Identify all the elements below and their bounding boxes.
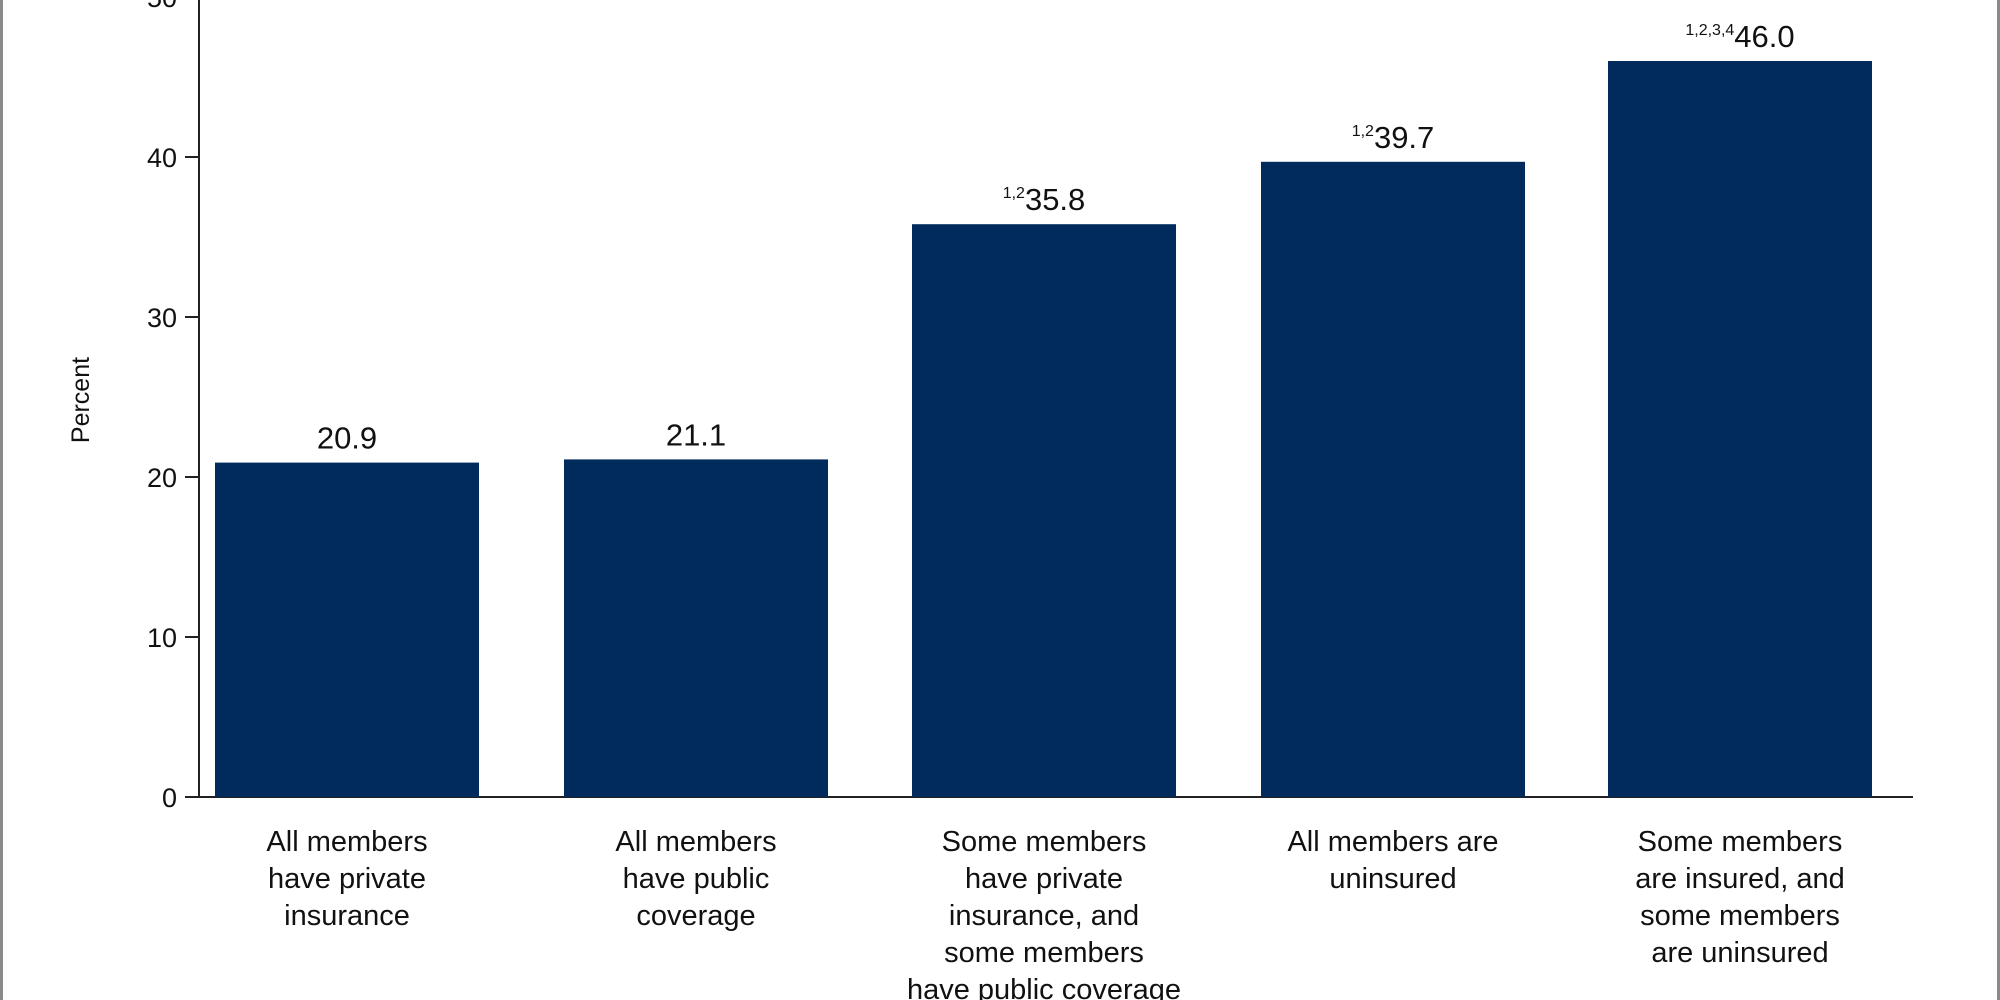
data-label: 20.9 bbox=[317, 421, 377, 456]
y-tick-label: 40 bbox=[147, 143, 177, 173]
x-category-label: Some members have private insurance, and so… bbox=[907, 826, 1181, 1000]
y-tick-label: 10 bbox=[147, 623, 177, 653]
x-category-label: All members have private insurance bbox=[266, 826, 427, 932]
data-label: 1,2,3,446.0 bbox=[1685, 19, 1794, 54]
data-label: 1,239.7 bbox=[1352, 120, 1435, 155]
bar bbox=[215, 462, 479, 797]
bar bbox=[1261, 161, 1525, 798]
y-tick-label: 50 bbox=[147, 0, 177, 13]
bar bbox=[912, 224, 1176, 797]
bar bbox=[1608, 61, 1872, 797]
y-tick-label: 0 bbox=[162, 783, 177, 813]
bars bbox=[215, 61, 1872, 798]
x-category-label: All members have public coverage bbox=[615, 826, 776, 932]
x-category-label: Some members are insured, and some members… bbox=[1635, 826, 1845, 969]
y-tick-label: 20 bbox=[147, 463, 177, 493]
data-label-footnote: 1,2 bbox=[1352, 123, 1374, 140]
y-axis-label: Percent bbox=[67, 357, 95, 443]
data-label-footnote: 1,2,3,4 bbox=[1685, 22, 1734, 39]
y-tick-label: 30 bbox=[147, 303, 177, 333]
value-labels: 20.9 21.1 1,235.8 1,239.7 1,2,3,446.0 bbox=[317, 19, 1795, 456]
bar-chart: 0 10 20 30 40 50 20.9 21.1 1,235.8 1,239.7 1,2,3,… bbox=[67, 0, 1913, 1000]
category-labels: All members have private insurance All memb… bbox=[266, 826, 1844, 1000]
x-category-label: All members are uninsured bbox=[1287, 826, 1498, 895]
bar bbox=[564, 459, 828, 797]
data-label: 1,235.8 bbox=[1003, 182, 1086, 217]
data-label: 21.1 bbox=[666, 417, 726, 452]
data-label-footnote: 1,2 bbox=[1003, 185, 1025, 202]
